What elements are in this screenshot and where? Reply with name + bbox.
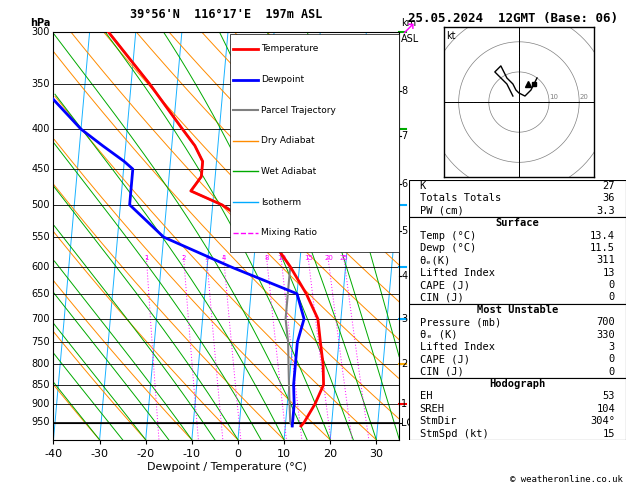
Text: 36: 36 <box>603 193 615 204</box>
Text: 5: 5 <box>401 226 408 236</box>
Text: 304°: 304° <box>590 416 615 426</box>
Text: Dewpoint: Dewpoint <box>261 75 304 84</box>
Text: 550: 550 <box>31 232 50 242</box>
Text: Totals Totals: Totals Totals <box>420 193 501 204</box>
Text: 25: 25 <box>340 255 348 261</box>
Text: km: km <box>401 17 416 28</box>
Text: 600: 600 <box>31 261 50 272</box>
Text: 300: 300 <box>31 27 50 36</box>
Text: StmDir: StmDir <box>420 416 457 426</box>
Text: 350: 350 <box>31 79 50 89</box>
Text: 7: 7 <box>401 131 408 141</box>
Text: 27: 27 <box>603 181 615 191</box>
Text: 39°56'N  116°17'E  197m ASL: 39°56'N 116°17'E 197m ASL <box>130 8 323 21</box>
Text: PW (cm): PW (cm) <box>420 206 464 216</box>
Text: 4: 4 <box>401 271 407 280</box>
Text: 500: 500 <box>31 200 50 210</box>
Text: Surface: Surface <box>496 218 539 228</box>
Text: 4: 4 <box>222 255 226 261</box>
Text: CIN (J): CIN (J) <box>420 293 464 302</box>
Text: θₑ (K): θₑ (K) <box>420 330 457 340</box>
Text: K: K <box>420 181 426 191</box>
Text: 3: 3 <box>609 342 615 352</box>
Text: Most Unstable: Most Unstable <box>477 305 558 315</box>
Text: 104: 104 <box>596 404 615 414</box>
Text: EH: EH <box>420 392 432 401</box>
Text: 0: 0 <box>609 293 615 302</box>
Text: 20: 20 <box>324 255 333 261</box>
Text: 15: 15 <box>603 429 615 439</box>
Text: CAPE (J): CAPE (J) <box>420 280 470 290</box>
Text: Mixing Ratio: Mixing Ratio <box>261 228 317 237</box>
Text: Temp (°C): Temp (°C) <box>420 230 476 241</box>
Text: © weatheronline.co.uk: © weatheronline.co.uk <box>510 474 623 484</box>
Text: 950: 950 <box>31 417 50 428</box>
Text: hPa: hPa <box>30 17 50 28</box>
Bar <box>409 304 626 378</box>
Text: 3: 3 <box>204 255 209 261</box>
Text: 3: 3 <box>401 314 407 324</box>
Text: 25.05.2024  12GMT (Base: 06): 25.05.2024 12GMT (Base: 06) <box>408 12 618 25</box>
Text: Temperature: Temperature <box>261 44 318 53</box>
Text: Wet Adiabat: Wet Adiabat <box>261 167 316 176</box>
Text: 15: 15 <box>304 255 313 261</box>
Text: 1: 1 <box>401 399 407 409</box>
X-axis label: Dewpoint / Temperature (°C): Dewpoint / Temperature (°C) <box>147 462 306 471</box>
Bar <box>230 34 399 252</box>
Text: Lifted Index: Lifted Index <box>420 268 494 278</box>
Text: 800: 800 <box>31 359 50 369</box>
Text: CAPE (J): CAPE (J) <box>420 354 470 364</box>
Text: 13: 13 <box>603 268 615 278</box>
Text: 10: 10 <box>549 94 558 100</box>
Text: 53: 53 <box>603 392 615 401</box>
Text: Dewp (°C): Dewp (°C) <box>420 243 476 253</box>
Text: 311: 311 <box>596 255 615 265</box>
Text: 330: 330 <box>596 330 615 340</box>
Text: 750: 750 <box>31 337 50 347</box>
Text: Hodograph: Hodograph <box>489 379 545 389</box>
Text: 8: 8 <box>401 86 407 96</box>
Text: 8: 8 <box>265 255 269 261</box>
Text: 6: 6 <box>401 179 407 189</box>
Text: SREH: SREH <box>420 404 445 414</box>
Text: ASL: ASL <box>401 34 420 44</box>
Text: 13.4: 13.4 <box>590 230 615 241</box>
Text: 3.3: 3.3 <box>596 206 615 216</box>
Text: Lifted Index: Lifted Index <box>420 342 494 352</box>
Text: 11.5: 11.5 <box>590 243 615 253</box>
Text: Dry Adiabat: Dry Adiabat <box>261 136 314 145</box>
Text: StmSpd (kt): StmSpd (kt) <box>420 429 489 439</box>
Text: ↗: ↗ <box>400 20 415 38</box>
Text: 2: 2 <box>182 255 186 261</box>
Text: CIN (J): CIN (J) <box>420 367 464 377</box>
Text: Isotherm: Isotherm <box>261 197 301 207</box>
Text: 10: 10 <box>277 255 286 261</box>
Bar <box>409 180 626 217</box>
Text: Parcel Trajectory: Parcel Trajectory <box>261 105 336 115</box>
Text: 0: 0 <box>609 354 615 364</box>
Text: 1: 1 <box>145 255 149 261</box>
Text: 0: 0 <box>609 367 615 377</box>
Text: 450: 450 <box>31 164 50 174</box>
Text: 700: 700 <box>596 317 615 327</box>
Text: 700: 700 <box>31 314 50 324</box>
Bar <box>409 378 626 440</box>
Text: 20: 20 <box>579 94 588 100</box>
Text: kt: kt <box>447 31 456 41</box>
Text: θₑ(K): θₑ(K) <box>420 255 451 265</box>
Text: 900: 900 <box>31 399 50 409</box>
Text: 400: 400 <box>31 124 50 134</box>
Text: LCL: LCL <box>401 418 419 428</box>
Text: 2: 2 <box>401 359 408 369</box>
Text: Pressure (mb): Pressure (mb) <box>420 317 501 327</box>
Text: 0: 0 <box>609 280 615 290</box>
Text: 850: 850 <box>31 380 50 390</box>
Bar <box>409 217 626 304</box>
Text: 650: 650 <box>31 289 50 299</box>
